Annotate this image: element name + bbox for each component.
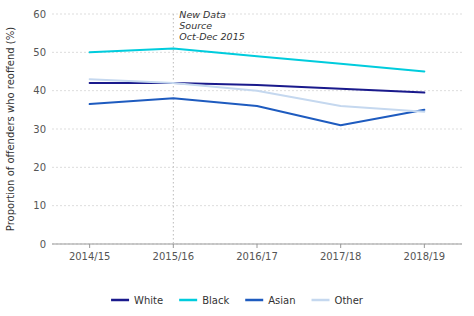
x-tick-label: 2018/19 bbox=[404, 251, 446, 262]
x-tick-label: 2017/18 bbox=[320, 251, 362, 262]
y-tick-label: 50 bbox=[33, 47, 46, 58]
legend-swatch bbox=[179, 299, 197, 302]
x-tick bbox=[340, 244, 341, 248]
legend-swatch bbox=[312, 299, 330, 302]
y-tick-label: 0 bbox=[40, 239, 46, 250]
x-tick bbox=[257, 244, 258, 248]
series-line bbox=[90, 98, 425, 125]
x-tick bbox=[89, 244, 90, 248]
annotation-line-text: New Data bbox=[179, 9, 226, 20]
grid-line bbox=[52, 167, 462, 168]
x-tick-label: 2015/16 bbox=[153, 251, 195, 262]
grid-line bbox=[52, 129, 462, 130]
annotation: New DataSourceOct-Dec 2015 bbox=[179, 9, 244, 42]
legend-label: Other bbox=[335, 295, 364, 306]
x-tick bbox=[424, 244, 425, 248]
y-tick-label: 60 bbox=[33, 9, 46, 20]
grid-line bbox=[52, 205, 462, 206]
y-tick-label: 40 bbox=[33, 85, 46, 96]
legend-label: Asian bbox=[268, 295, 295, 306]
y-tick-label: 20 bbox=[33, 162, 46, 173]
legend-swatch bbox=[245, 299, 263, 302]
y-tick-label: 30 bbox=[33, 124, 46, 135]
y-axis-label: Proportion of offenders who reoffend (%) bbox=[5, 27, 16, 231]
x-tick bbox=[173, 244, 174, 248]
legend-label: Black bbox=[202, 295, 229, 306]
annotation-line-text: Oct-Dec 2015 bbox=[179, 31, 244, 42]
x-tick-label: 2014/15 bbox=[69, 251, 111, 262]
plot-lines bbox=[90, 49, 425, 126]
grid-line bbox=[52, 14, 462, 15]
x-tick-label: 2016/17 bbox=[236, 251, 278, 262]
legend-swatch bbox=[111, 299, 129, 302]
legend: White Black Asian Other bbox=[111, 295, 364, 306]
y-tick-label: 10 bbox=[33, 200, 46, 211]
annotation-line-text: Source bbox=[179, 20, 212, 31]
series-line bbox=[90, 49, 425, 72]
legend-label: White bbox=[134, 295, 163, 306]
chart: 0 10 20 30 40 50 60 2014/15 2015/16 2016/17 2017/1… bbox=[0, 0, 474, 316]
series-line bbox=[90, 79, 425, 112]
